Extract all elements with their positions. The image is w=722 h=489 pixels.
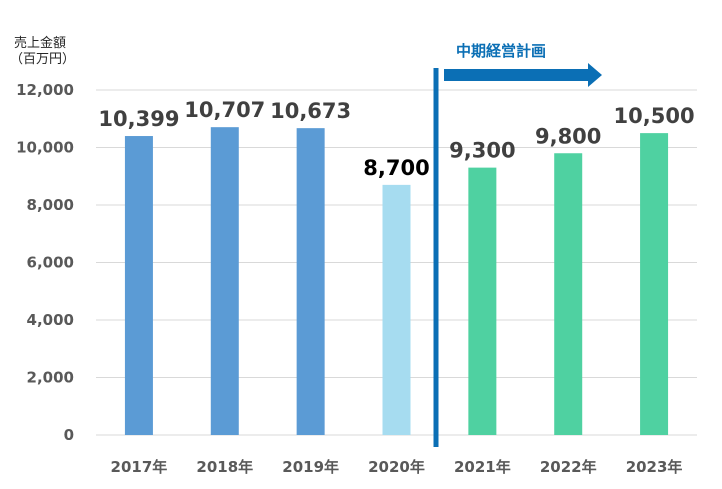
bar	[210, 127, 239, 435]
x-tick-label: 2019年	[282, 458, 339, 476]
x-tick-label: 2020年	[368, 458, 425, 476]
x-tick-label: 2018年	[196, 458, 253, 476]
bar	[468, 167, 497, 435]
data-label: 10,399	[98, 107, 179, 131]
data-label: 9,300	[449, 139, 515, 163]
x-tick-label: 2017年	[111, 458, 168, 476]
plan-arrow-icon	[444, 63, 602, 87]
y-axis-ticks: 0 2,000 4,000 6,000 8,000 10,000 12,000	[16, 81, 74, 444]
unit-label-line1: 売上金額	[14, 35, 66, 51]
y-tick-label: 12,000	[16, 81, 74, 99]
y-tick-label: 6,000	[27, 254, 74, 272]
y-tick-label: 4,000	[27, 311, 74, 329]
data-label: 8,700	[363, 156, 429, 180]
x-tick-label: 2023年	[626, 458, 683, 476]
y-tick-label: 8,000	[27, 196, 74, 214]
x-tick-label: 2021年	[454, 458, 511, 476]
unit-label-line2: （百万円）	[10, 52, 75, 67]
y-tick-label: 2,000	[27, 369, 74, 387]
plan-annotation: 中期経営計画	[444, 42, 602, 87]
plan-annotation-label: 中期経営計画	[456, 42, 546, 60]
data-label: 10,707	[184, 98, 265, 122]
bars	[124, 127, 669, 435]
data-label: 9,800	[535, 124, 601, 148]
data-label: 10,500	[614, 104, 695, 128]
x-axis-ticks: 2017年 2018年 2019年 2020年 2021年 2022年 2023年	[111, 458, 683, 476]
bar	[554, 153, 583, 435]
data-label: 10,673	[270, 99, 351, 123]
bar	[640, 133, 669, 435]
x-tick-label: 2022年	[540, 458, 597, 476]
y-tick-label: 10,000	[16, 139, 74, 157]
y-tick-label: 0	[64, 426, 74, 444]
bar	[124, 136, 153, 435]
data-labels: 10,399 10,707 10,673 8,700 9,300 9,800 10,500	[98, 98, 694, 180]
bar	[296, 128, 325, 435]
bar	[382, 184, 411, 435]
